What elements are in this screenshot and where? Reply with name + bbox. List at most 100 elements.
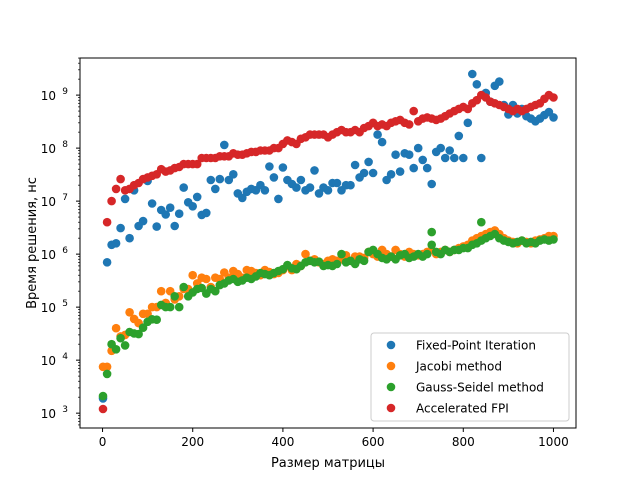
data-point xyxy=(229,170,238,179)
data-point xyxy=(427,179,437,189)
legend: Fixed-Point Iteration Jacobi method Gauss-… xyxy=(370,332,570,422)
data-point xyxy=(377,137,387,147)
data-point xyxy=(454,131,464,141)
data-point xyxy=(192,192,202,202)
data-point xyxy=(147,199,157,208)
data-point xyxy=(409,106,419,116)
data-point xyxy=(337,249,346,259)
data-point xyxy=(549,235,558,244)
data-point xyxy=(156,286,166,296)
y-tick-base: 10 xyxy=(41,195,56,209)
y-tick-base: 10 xyxy=(41,142,56,156)
y-tick-label: 10 xyxy=(41,142,56,156)
data-point xyxy=(310,166,319,175)
data-point xyxy=(450,153,459,163)
data-point xyxy=(404,150,414,159)
data-point xyxy=(422,249,432,259)
data-point xyxy=(102,258,112,267)
legend-marker xyxy=(386,361,396,371)
data-point xyxy=(98,391,108,401)
legend-marker xyxy=(386,382,396,392)
data-point xyxy=(116,223,125,233)
data-point xyxy=(305,183,315,192)
data-point xyxy=(274,194,283,204)
data-point xyxy=(111,184,121,194)
data-point xyxy=(120,341,130,350)
x-tick-label: 800 xyxy=(452,435,475,449)
y-tick-label: 10 xyxy=(41,301,56,315)
data-point xyxy=(102,369,112,379)
data-point xyxy=(359,256,369,266)
data-point xyxy=(125,233,134,243)
data-point xyxy=(368,168,378,178)
legend-marker xyxy=(386,403,396,413)
data-point xyxy=(111,323,121,333)
x-tick-label: 1000 xyxy=(538,435,569,449)
data-point xyxy=(422,163,432,173)
data-point xyxy=(125,308,134,317)
data-point xyxy=(350,160,360,170)
data-point xyxy=(116,333,125,343)
y-tick-exponent: 7 xyxy=(62,193,68,203)
y-tick-exponent: 4 xyxy=(62,352,68,362)
data-point xyxy=(211,184,220,194)
plot-area xyxy=(98,69,558,414)
data-point xyxy=(170,221,179,231)
y-tick-exponent: 3 xyxy=(62,405,68,415)
data-point xyxy=(477,153,486,163)
legend-label: Gauss-Seidel method xyxy=(416,381,544,395)
y-tick-exponent: 5 xyxy=(62,299,68,309)
data-point xyxy=(102,217,112,227)
data-point xyxy=(211,286,220,296)
x-tick-label: 0 xyxy=(99,435,107,449)
data-point xyxy=(436,143,446,153)
y-tick-label: 10 xyxy=(41,354,56,368)
y-tick-label: 10 xyxy=(41,89,56,103)
data-point xyxy=(373,130,382,139)
x-tick-label: 600 xyxy=(362,435,385,449)
legend-label: Accelerated FPI xyxy=(416,402,509,416)
y-axis-ticks: 10 3 10 4 10 5 10 6 10 7 10 8 10 9 xyxy=(41,57,80,426)
data-point xyxy=(161,210,170,219)
data-point xyxy=(174,209,184,218)
y-tick-base: 10 xyxy=(41,354,56,368)
data-point xyxy=(202,208,211,218)
data-point xyxy=(495,77,504,86)
data-point xyxy=(152,222,161,231)
data-point xyxy=(179,282,188,292)
data-point xyxy=(116,174,125,184)
y-tick-base: 10 xyxy=(41,407,56,421)
data-point xyxy=(120,194,130,204)
data-point xyxy=(395,167,405,176)
data-point xyxy=(165,302,175,312)
x-axis-label: Размер матрицы xyxy=(271,456,385,471)
data-point xyxy=(359,168,369,178)
data-point xyxy=(179,183,188,192)
legend-label: Jacobi method xyxy=(415,360,502,374)
data-point xyxy=(440,153,450,163)
data-point xyxy=(220,140,229,150)
legend-marker xyxy=(386,340,396,350)
data-point xyxy=(278,163,288,172)
data-point xyxy=(301,249,310,259)
data-point xyxy=(202,274,211,284)
data-point xyxy=(215,174,225,184)
x-tick-label: 400 xyxy=(271,435,294,449)
y-tick-label: 10 xyxy=(41,407,56,421)
data-point xyxy=(314,189,324,198)
data-point xyxy=(413,143,423,153)
data-point xyxy=(427,240,437,250)
data-point xyxy=(404,120,414,129)
data-point xyxy=(292,183,301,192)
data-point xyxy=(549,93,558,102)
legend-label: Fixed-Point Iteration xyxy=(416,339,536,353)
y-tick-base: 10 xyxy=(41,248,56,262)
data-point xyxy=(152,315,161,325)
data-point xyxy=(174,302,184,312)
series-2 xyxy=(98,217,558,401)
x-tick-label: 200 xyxy=(181,435,204,449)
data-point xyxy=(138,216,148,226)
data-point xyxy=(107,196,116,206)
data-point xyxy=(188,202,197,211)
data-point xyxy=(102,362,112,372)
